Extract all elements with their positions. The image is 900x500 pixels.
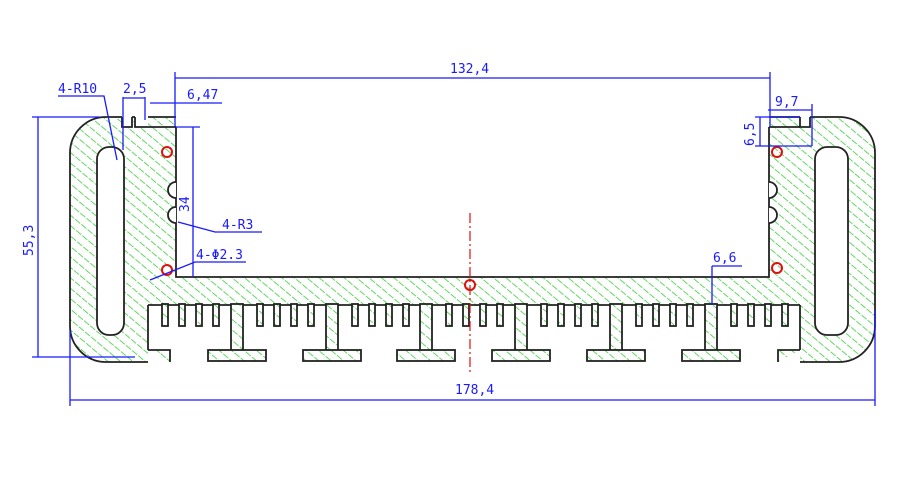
fin-tooth [479,303,487,327]
fin-tooth [290,303,298,327]
fin-tooth [161,303,169,327]
fin-stem [230,303,244,352]
dimension-top-depth: 6,5 [743,116,812,147]
hole-icon [161,264,173,276]
dimension-hole-diameter: 4-Φ2.3 [149,248,246,281]
fin-foot [302,349,362,362]
dim-label: 6,5 [743,123,758,146]
fin-tooth [686,303,694,327]
fin-tooth [574,303,582,327]
fin-tooth [212,303,220,327]
dimension-inner-width: 132,4 [174,62,771,127]
heat-sink-fins [161,303,789,362]
left-grooves [167,181,177,224]
dimension-right-offset: 9,7 [768,95,813,146]
fin-tooth [781,303,789,327]
dimension-corner-radius: 4-R10 [58,82,118,161]
dim-label: 6,6 [713,251,736,266]
fin-tooth [496,303,504,327]
fin-foot [396,349,456,362]
fin-tooth [195,303,203,327]
dimension-wall-offset: 6,47 [150,88,222,104]
fin-tooth [635,303,643,327]
fin-foot [681,349,741,362]
right-top-slot [800,110,810,128]
fin-tooth [591,303,599,327]
dimension-wall-height: 34 [176,126,200,277]
fin-tooth [385,303,393,327]
fin-tooth [273,303,281,327]
dim-label: 34 [178,196,193,212]
fin-tooth [402,303,410,327]
fin-foot [586,349,646,362]
hole-icon [161,146,173,158]
fin-stem [419,303,433,352]
fin-tooth [351,303,359,327]
dim-label: 4-R10 [58,82,97,97]
fin-tooth [652,303,660,327]
dim-label: 4-Φ2.3 [196,248,243,263]
fin-stem [609,303,623,352]
profile-body [69,100,876,368]
fin-foot [491,349,551,362]
left-loop-cavity [96,146,125,336]
fin-tooth [256,303,264,327]
fin-tooth [730,303,738,327]
dim-label: 55,3 [22,225,37,256]
hole-icon [771,262,783,274]
dim-label: 178,4 [455,383,494,398]
dim-label: 2,5 [123,82,146,97]
dimension-groove-radius: 4-R3 [177,218,262,233]
fin-tooth [747,303,755,327]
fin-stem [325,303,339,352]
fin-tooth [445,303,453,327]
right-loop-cavity [814,146,849,336]
fin-tooth [540,303,548,327]
fin-tooth [557,303,565,327]
dimension-overall-height: 55,3 [22,116,135,358]
fin-tooth [669,303,677,327]
dimension-base-thickness: 6,6 [711,251,742,305]
dimension-slot-width: 2,5 [122,82,146,150]
fin-foot [207,349,267,362]
fin-tooth [764,303,772,327]
fin-tooth [368,303,376,327]
right-grooves [768,181,778,224]
dim-label: 9,7 [775,95,798,110]
fin-tooth [462,303,470,327]
dimension-overall-width: 178,4 [69,310,876,406]
dim-label: 4-R3 [222,218,253,233]
dim-label: 132,4 [450,62,489,77]
fin-stem [704,303,718,352]
left-top-slot [122,110,132,128]
fin-tooth [178,303,186,327]
fin-stem [514,303,528,352]
fin-tooth [307,303,315,327]
hole-icon [771,146,783,158]
dim-label: 6,47 [187,88,218,103]
